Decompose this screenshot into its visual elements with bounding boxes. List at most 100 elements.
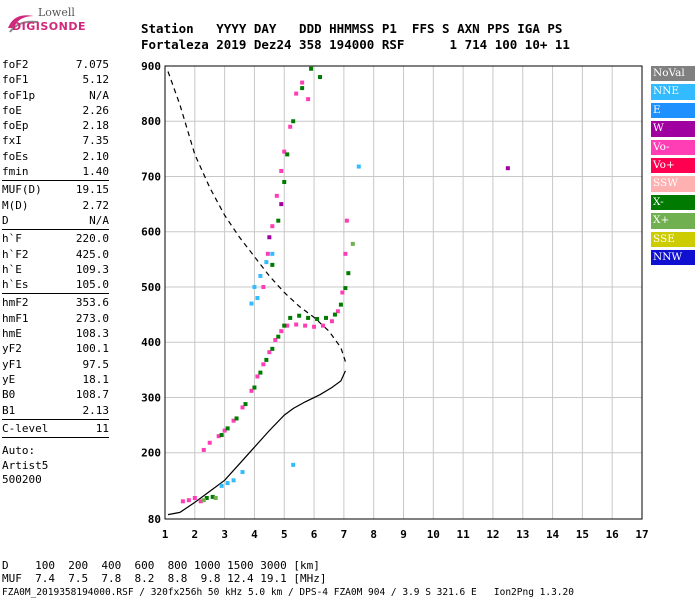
param-row: h`E 109.3 <box>2 262 109 277</box>
echo-point <box>258 370 263 375</box>
echo-point <box>321 323 326 328</box>
echo-point <box>265 251 270 256</box>
param-label: M(D) <box>2 198 29 212</box>
echo-point <box>279 168 284 173</box>
dashed-curve <box>167 71 346 362</box>
y-tick-label: 400 <box>141 336 161 349</box>
echo-point <box>264 357 269 362</box>
x-tick-label: 13 <box>516 528 529 541</box>
param-row: D N/A <box>2 213 109 228</box>
echo-point <box>231 418 236 423</box>
x-tick-label: 15 <box>576 528 589 541</box>
param-value: 7.35 <box>82 134 110 148</box>
x-tick-label: 14 <box>546 528 560 541</box>
header-values: Fortaleza 2019 Dez24 358 194000 RSF 1 71… <box>141 37 570 52</box>
legend-item: NoVal <box>651 66 695 82</box>
echo-point <box>270 224 275 229</box>
x-tick-label: 3 <box>221 528 228 541</box>
echo-point <box>258 273 263 278</box>
echo-point <box>300 80 305 85</box>
param-row: foEp 2.18 <box>2 118 109 133</box>
echo-point <box>276 218 281 223</box>
echo-point <box>261 284 266 289</box>
param-label: h`F <box>2 232 22 246</box>
param-row: C-level 11 <box>2 421 109 436</box>
echo-point <box>343 251 348 256</box>
echo-point <box>219 433 224 438</box>
echo-point <box>267 350 272 355</box>
param-value: 108.7 <box>75 388 109 402</box>
x-tick-label: 7 <box>341 528 348 541</box>
param-label: foF1p <box>2 88 36 102</box>
param-value: 2.13 <box>82 403 110 417</box>
param-label: yF2 <box>2 342 22 356</box>
param-label: foE <box>2 103 22 117</box>
param-label: hmE <box>2 327 22 341</box>
param-value: 7.075 <box>75 58 109 71</box>
divider <box>2 293 109 295</box>
echo-point <box>270 251 275 256</box>
plot-frame <box>164 65 643 520</box>
param-row: yE 18.1 <box>2 372 109 387</box>
param-label: foEp <box>2 119 29 133</box>
echo-point <box>294 91 299 96</box>
echo-point <box>291 462 296 467</box>
echo-point <box>350 241 355 246</box>
param-value: 2.18 <box>82 119 110 133</box>
x-tick-label: 8 <box>370 528 377 541</box>
param-value: 18.1 <box>82 372 110 386</box>
echo-point <box>249 388 254 393</box>
echo-point <box>225 426 230 431</box>
echo-point <box>300 86 305 91</box>
x-tick-label: 9 <box>400 528 407 541</box>
echo-point <box>255 296 260 301</box>
divider <box>2 418 109 420</box>
param-value: 425.0 <box>75 247 109 261</box>
legend-item: Vo- <box>651 139 695 155</box>
legend-item: NNW <box>651 249 695 266</box>
echo-point <box>234 416 239 421</box>
param-row: h`Es 105.0 <box>2 277 109 292</box>
echo-point <box>222 428 227 433</box>
param-value: 353.6 <box>75 296 109 310</box>
param-value: 11 <box>95 421 109 435</box>
divider <box>2 180 109 182</box>
polarization-legend: NoVal NNE E W Vo- Vo+ SSW X- X+ SSE NNW <box>651 66 695 268</box>
echo-point <box>192 496 197 501</box>
echo-point <box>288 315 293 320</box>
echo-point <box>303 323 308 328</box>
y-tick-label: 500 <box>141 281 161 294</box>
param-value: 100.1 <box>75 342 109 356</box>
y-tick-label: 200 <box>141 447 161 460</box>
echo-point <box>252 284 257 289</box>
param-value: 5.12 <box>82 73 110 87</box>
echo-point <box>279 202 284 207</box>
param-label: B0 <box>2 388 16 402</box>
param-label: yE <box>2 372 16 386</box>
param-row: foF1p N/A <box>2 88 109 103</box>
logo-text-top: Lowell <box>38 6 75 19</box>
footer-file-info: FZA0M_2019358194000.RSF / 320fx256h 50 k… <box>2 587 574 598</box>
logo-swirl-icon <box>8 15 39 33</box>
x-tick-label: 1 <box>162 528 169 541</box>
legend-item: W <box>651 121 695 137</box>
param-row: hmF2 353.6 <box>2 295 109 310</box>
param-row: B1 2.13 <box>2 403 109 418</box>
autoscaling-info: Auto: Artist5 500200 <box>2 444 109 488</box>
param-value: 108.3 <box>75 327 109 341</box>
param-label: MUF(D) <box>2 183 42 197</box>
x-tick-label: 17 <box>635 528 648 541</box>
echo-point <box>340 290 345 295</box>
parameter-panel: foF2 7.075 foF1 5.12 foF1p N/A foE 2.26 foEp 2.18… <box>2 57 109 488</box>
param-label: fmin <box>2 165 29 179</box>
param-row: fxI 7.35 <box>2 133 109 148</box>
echo-point <box>240 405 245 410</box>
y-tick-label: 800 <box>141 115 161 128</box>
echo-point <box>231 478 236 483</box>
param-row: foF2 7.075 <box>2 57 109 72</box>
x-tick-label: 12 <box>486 528 499 541</box>
param-group-critical-freqs: foF2 7.075 foF1 5.12 foF1p N/A foE 2.26 foEp 2.18… <box>2 57 109 179</box>
param-row: fmin 1.40 <box>2 164 109 179</box>
param-row: MUF(D) 19.15 <box>2 182 109 197</box>
param-label: h`E <box>2 262 22 276</box>
